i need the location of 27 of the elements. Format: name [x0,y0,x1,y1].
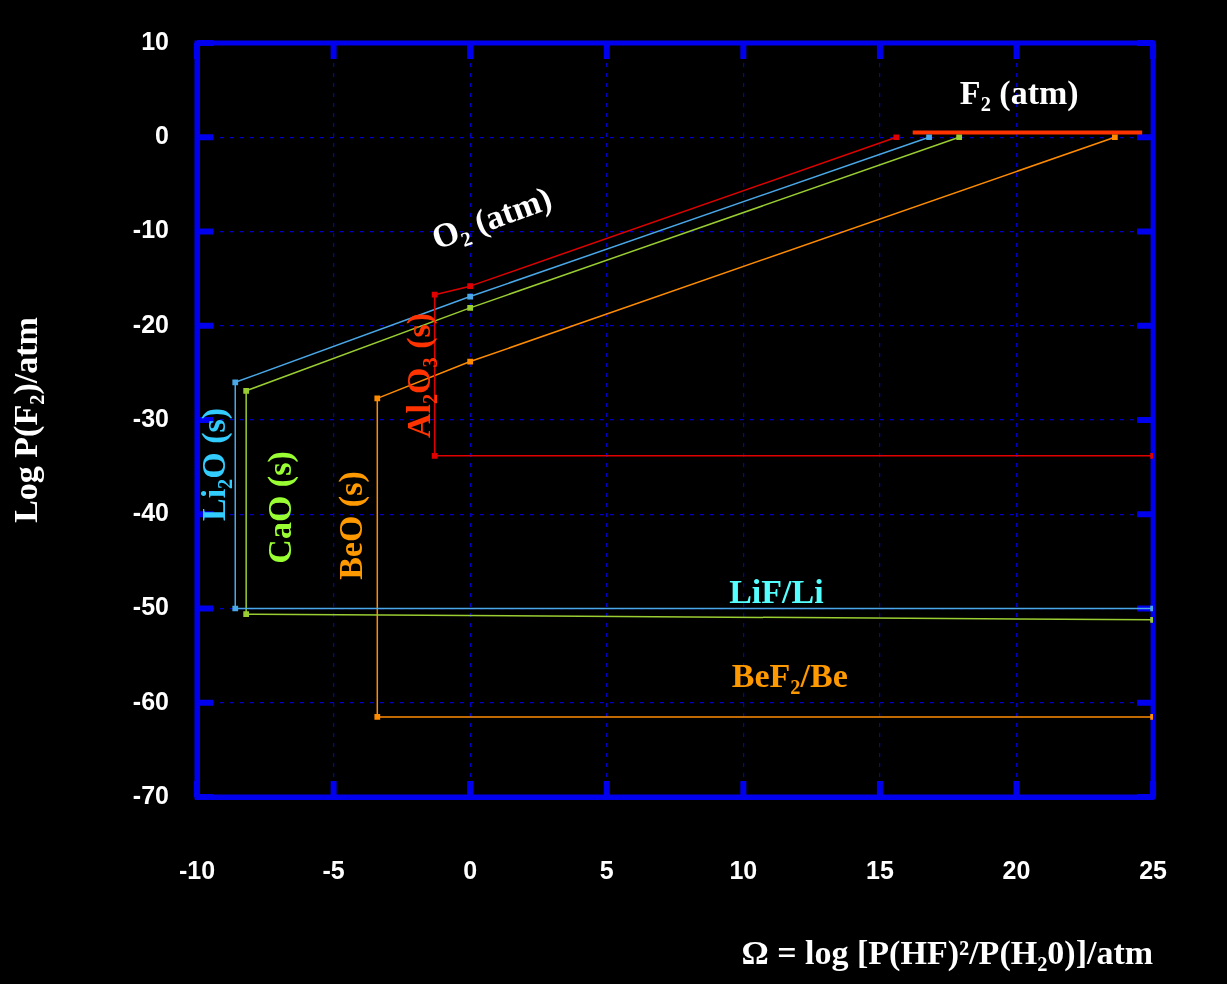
annotation: Li₂O (s) [194,407,233,522]
x-tick-label: 15 [866,855,894,884]
annotation: Al₂O₃ (s) [399,312,438,439]
x-tick-label: 10 [729,855,758,884]
annotation: BeF₂/Be [731,657,848,695]
annotation: CaO (s) [260,451,299,564]
annotation: BeO (s) [331,471,370,580]
y-tick-label: -70 [132,780,169,809]
y-tick-label: -50 [132,592,169,621]
y-tick-label: -10 [132,215,169,244]
y-tick-label: -30 [132,403,169,432]
y-tick-label: -40 [132,498,169,527]
annotation: O₂ (atm) [426,178,557,258]
x-tick-label: 25 [1139,855,1168,884]
y-axis-title: Log P(F₂)/atm [7,317,46,523]
y-tick-label: 10 [141,26,169,55]
y-tick-label: -60 [132,686,169,715]
y-tick-label: 0 [155,121,169,150]
x-tick-label: 20 [1002,855,1031,884]
y-tick-label: -20 [132,309,169,338]
x-tick-label: 0 [463,855,478,884]
x-axis-title: Ω = log [P(HF)²/P(H₂0)]/atm [741,934,1154,973]
x-tick-label: 5 [599,855,614,884]
x-tick-label: -5 [322,855,345,884]
annotation: LiF/Li [729,572,824,610]
x-tick-label: -10 [178,855,216,884]
annotation: F₂ (atm) [959,73,1079,112]
